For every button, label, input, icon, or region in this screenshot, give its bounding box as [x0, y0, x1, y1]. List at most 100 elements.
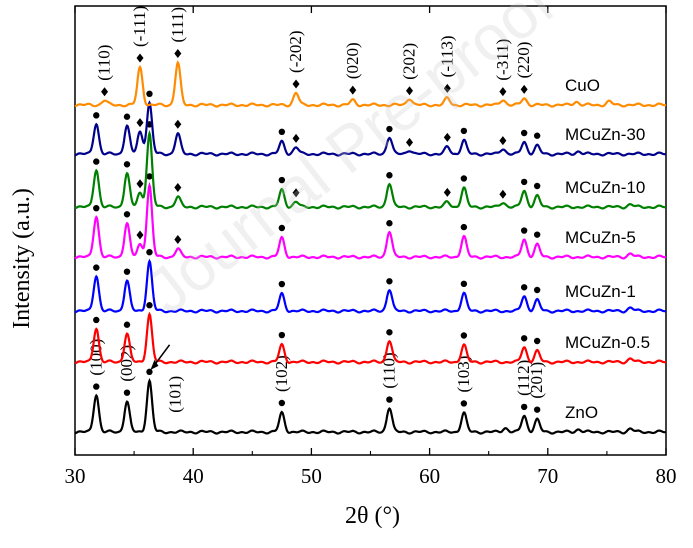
zno-peak-marker	[533, 231, 541, 238]
zno-peak-marker	[123, 161, 131, 168]
hkl-label: (-113)	[437, 35, 456, 77]
zno-peak-marker	[146, 248, 153, 256]
cuo-peak-marker	[406, 86, 414, 96]
cuo-peak-marker	[136, 230, 144, 240]
cuo-peak-marker	[499, 87, 507, 97]
x-tick-label: 50	[301, 464, 322, 488]
cuo-peak-marker	[292, 188, 300, 198]
zno-peak-marker	[146, 368, 153, 376]
zno-peak-marker	[520, 129, 528, 137]
cuo-peak-marker	[174, 119, 182, 129]
zno-peak-marker	[93, 112, 100, 119]
zno-peak-marker	[123, 113, 131, 120]
annotation-arrow-head	[150, 359, 159, 370]
series-line-zno	[74, 378, 667, 435]
hkl-label: (101)	[165, 376, 184, 413]
zno-peak-marker	[460, 175, 468, 182]
zno-peak-marker	[386, 220, 393, 227]
hkl-label: (112)	[514, 360, 533, 396]
series-label: MCuZn-30	[565, 125, 645, 144]
hkl-label: (102)	[272, 355, 291, 392]
zno-peak-marker	[386, 172, 393, 179]
zno-peak-marker	[93, 204, 100, 212]
zno-peak-marker	[278, 280, 286, 288]
zno-peak-marker	[123, 321, 131, 328]
x-tick-label: 40	[183, 464, 204, 488]
zno-peak-marker	[520, 335, 528, 342]
hkl-label: (103)	[454, 356, 473, 393]
zno-peak-marker	[123, 268, 131, 275]
series-line-mcuzn-30	[74, 100, 667, 157]
hkl-label: (201)	[527, 362, 546, 399]
zno-peak-marker	[93, 158, 100, 165]
cuo-peak-marker	[174, 49, 182, 59]
cuo-peak-marker	[406, 137, 414, 147]
zno-peak-marker	[520, 284, 528, 291]
zno-peak-marker	[460, 127, 468, 135]
cuo-peak-marker	[349, 85, 357, 95]
zno-peak-marker	[533, 406, 541, 413]
zno-peak-marker	[278, 224, 286, 232]
zno-peak-marker	[146, 302, 153, 309]
zno-peak-marker	[386, 396, 393, 403]
cuo-peak-marker	[499, 136, 507, 146]
x-axis-label: 2θ (°)	[344, 503, 401, 529]
zno-peak-marker	[386, 329, 393, 336]
cuo-peak-marker	[174, 183, 182, 193]
hkl-label: (110)	[95, 45, 114, 81]
hkl-label: (020)	[343, 42, 362, 79]
zno-peak-marker	[520, 403, 528, 411]
cuo-peak-marker	[136, 118, 144, 128]
cuo-peak-marker	[292, 79, 300, 89]
hkl-label: (-111)	[130, 6, 149, 47]
x-tick-label: 70	[537, 464, 558, 488]
zno-peak-marker	[123, 389, 131, 396]
hkl-label: (-202)	[286, 30, 305, 72]
x-tick-label: 30	[65, 464, 86, 488]
series-label: CuO	[565, 76, 600, 95]
series-label: MCuZn-5	[565, 228, 636, 247]
zno-peak-marker	[386, 278, 393, 285]
series-line-mcuzn-10	[74, 129, 667, 210]
zno-peak-marker	[460, 223, 468, 231]
zno-peak-marker	[520, 227, 528, 234]
zno-peak-marker	[520, 178, 528, 186]
zno-peak-marker	[533, 132, 541, 139]
series-label: MCuZn-10	[565, 178, 645, 197]
cuo-peak-marker	[499, 189, 507, 199]
series-line-mcuzn-1	[74, 258, 667, 314]
zno-peak-marker	[278, 128, 286, 136]
zno-peak-marker	[146, 90, 153, 98]
zno-peak-marker	[460, 332, 468, 339]
zno-peak-marker	[278, 399, 286, 407]
cuo-peak-marker	[292, 133, 300, 143]
zno-peak-marker	[93, 383, 100, 390]
series-label: MCuZn-0.5	[565, 333, 650, 352]
series-line-mcuzn-0.5	[74, 311, 667, 365]
x-tick-label: 60	[419, 464, 440, 488]
series-line-mcuzn-5	[74, 181, 667, 260]
hkl-label: (220)	[514, 42, 533, 79]
cuo-peak-marker	[174, 235, 182, 245]
cuo-peak-marker	[136, 53, 144, 63]
zno-peak-marker	[93, 264, 100, 271]
zno-peak-marker	[278, 331, 286, 339]
x-tick-label: 80	[656, 464, 677, 488]
cuo-peak-marker	[443, 132, 451, 142]
zno-peak-marker	[533, 337, 541, 345]
series-line-cuo	[74, 60, 667, 108]
zno-peak-marker	[533, 286, 541, 294]
zno-peak-marker	[460, 280, 468, 288]
hkl-label: (002)	[117, 345, 136, 382]
zno-peak-marker	[93, 316, 100, 324]
hkl-label: (202)	[400, 43, 419, 80]
series-label: ZnO	[565, 403, 598, 422]
cuo-peak-marker	[520, 84, 528, 94]
zno-peak-marker	[123, 211, 131, 218]
cuo-peak-marker	[443, 187, 451, 197]
hkl-label: (-311)	[493, 39, 512, 81]
zno-peak-marker	[146, 173, 153, 180]
cuo-peak-marker	[443, 83, 451, 93]
